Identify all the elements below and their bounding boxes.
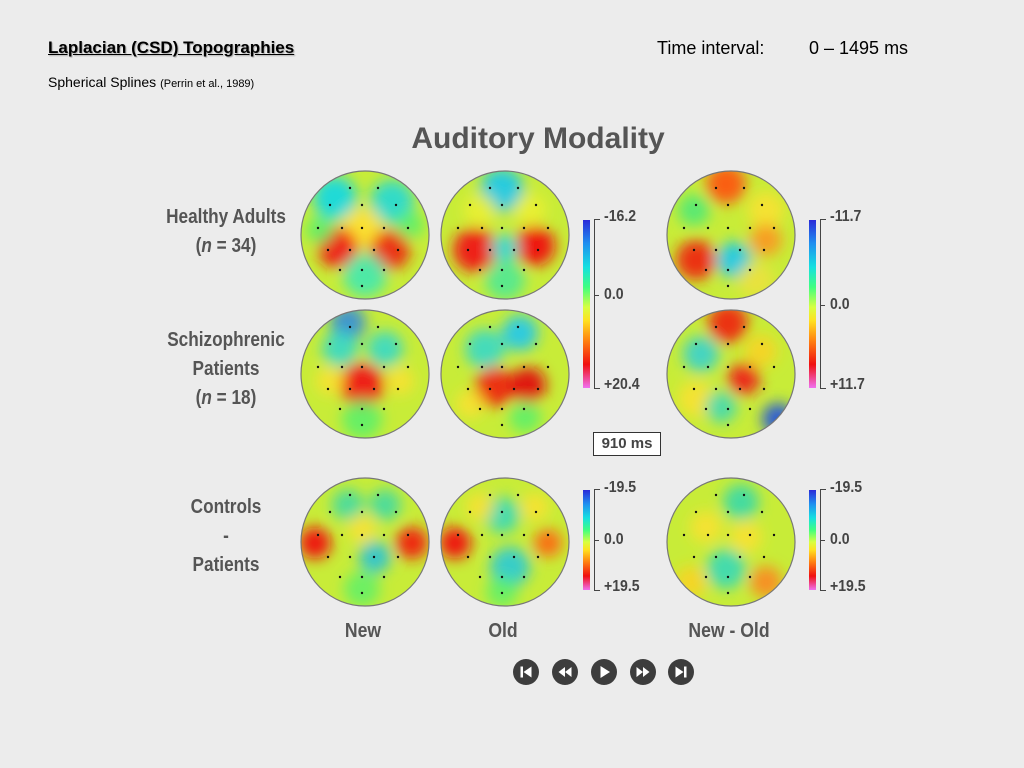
column-label-old: Old (488, 620, 518, 642)
colorbar-tick (594, 295, 599, 296)
colorbar-bracket (820, 219, 826, 389)
row-label-schizophrenic-patients: Schizophrenic Patients (n = 18) (153, 326, 299, 413)
page-title: Laplacian (CSD) Topographies (48, 38, 295, 57)
row-label-n-line: (n = 18) (195, 387, 257, 409)
fast-forward-icon (636, 667, 650, 677)
skip-to-start-icon (520, 666, 532, 678)
row-label-line: Schizophrenic (167, 329, 285, 351)
column-label-new-minus-old: New - Old (688, 620, 770, 642)
row-label-healthy-adults: Healthy Adults (n = 34) (153, 203, 299, 261)
subtitle-reference: (Perrin et al., 1989) (160, 78, 255, 90)
column-label-new: New (344, 620, 382, 642)
topomap-healthy-new (300, 170, 430, 300)
scale-right-bottom-max: -19.5 (830, 479, 863, 496)
scale-left-bottom-zero: 0.0 (604, 531, 624, 548)
colorbar-right-bottom (809, 490, 816, 590)
colorbar-left-top (583, 220, 590, 388)
topomap-diff-new-minus-old (666, 477, 796, 607)
skip-to-end-icon (675, 666, 687, 678)
play-button[interactable] (591, 659, 617, 685)
rewind-button[interactable] (552, 659, 578, 685)
time-interval-label: Time interval: (657, 38, 765, 58)
topomap-diff-old (440, 477, 570, 607)
topomap-diff-new (300, 477, 430, 607)
colorbar-left-bottom (583, 490, 590, 590)
row-label-line: Controls (190, 496, 262, 518)
rewind-icon (558, 667, 572, 677)
scale-right-bottom-min: +19.5 (830, 578, 866, 595)
row-label-line: Healthy Adults (166, 206, 286, 228)
scale-left-bottom-min: +19.5 (604, 578, 640, 595)
colorbar-tick (820, 305, 825, 306)
row-label-line: - (223, 525, 229, 547)
scale-left-top-min: +20.4 (604, 376, 640, 393)
figure-heading: Auditory Modality (411, 122, 665, 155)
topomap-healthy-new-minus-old (666, 170, 796, 300)
topomap-healthy-old (440, 170, 570, 300)
scale-right-top-min: +11.7 (830, 376, 865, 393)
skip-to-end-button[interactable] (668, 659, 694, 685)
colorbar-tick (820, 540, 825, 541)
colorbar-tick (594, 540, 599, 541)
subtitle-method: Spherical Splines (48, 74, 157, 90)
time-interval-value: 0 – 1495 ms (809, 38, 909, 58)
topomap-schizo-new (300, 309, 430, 439)
fast-forward-button[interactable] (630, 659, 656, 685)
skip-to-start-button[interactable] (513, 659, 539, 685)
scale-right-bottom-zero: 0.0 (830, 531, 850, 548)
row-label-n-line: (n = 34) (195, 235, 257, 257)
row-label-line: Patients (192, 554, 260, 576)
scale-right-top-zero: 0.0 (830, 296, 850, 313)
row-label-controls-minus-patients: Controls - Patients (153, 493, 299, 580)
scale-left-top-zero: 0.0 (604, 286, 624, 303)
scale-left-top-max: -16.2 (604, 208, 637, 225)
scale-right-top-max: -11.7 (830, 208, 862, 225)
topomap-schizo-new-minus-old (666, 309, 796, 439)
time-point-indicator: 910 ms (593, 432, 661, 456)
page-subtitle: Spherical Splines (Perrin et al., 1989) (48, 74, 254, 90)
topomap-schizo-old (440, 309, 570, 439)
play-icon (600, 666, 610, 678)
colorbar-bracket (594, 219, 600, 389)
colorbar-right-top (809, 220, 816, 388)
row-label-line: Patients (192, 358, 260, 380)
scale-left-bottom-max: -19.5 (604, 479, 637, 496)
